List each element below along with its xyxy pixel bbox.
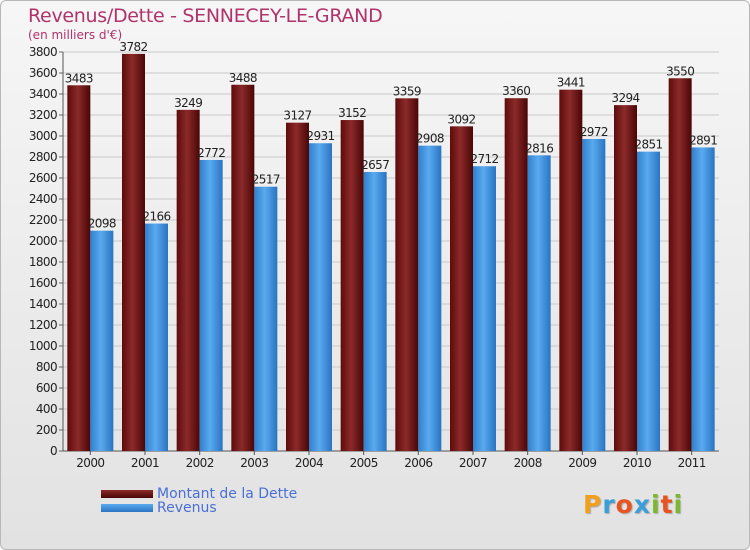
bar-dette-2001 xyxy=(122,53,145,451)
logo-letter: P xyxy=(583,490,603,519)
x-tick-label: 2004 xyxy=(295,456,323,470)
data-label-dette-2002: 3249 xyxy=(174,96,202,110)
y-tick-label: 2600 xyxy=(29,171,57,185)
data-label-revenus-2007: 2712 xyxy=(470,152,498,166)
bar-dette-2009 xyxy=(559,89,583,451)
data-label-dette-2008: 3360 xyxy=(502,84,530,98)
data-label-dette-2000: 3483 xyxy=(65,71,93,85)
x-tick-label: 2007 xyxy=(459,456,487,470)
data-label-revenus-2003: 2517 xyxy=(252,173,280,187)
logo-letter: i xyxy=(651,490,661,519)
logo-letter: t xyxy=(660,490,674,519)
legend-label-revenus: Revenus xyxy=(157,500,217,516)
bar-dette-2005 xyxy=(340,120,364,451)
x-tick-label: 2006 xyxy=(404,456,432,470)
bar-revenus-2004 xyxy=(309,143,332,451)
bar-dette-2000 xyxy=(67,85,91,451)
bar-dette-2011 xyxy=(668,78,692,451)
data-label-dette-2011: 3550 xyxy=(666,64,694,78)
chart-subtitle: (en milliers d'€) xyxy=(28,28,123,42)
bar-dette-2003 xyxy=(231,84,255,451)
y-tick-label: 1000 xyxy=(29,339,57,353)
bar-revenus-2006 xyxy=(418,145,442,451)
bar-revenus-2008 xyxy=(527,155,551,451)
logo-letter: x xyxy=(633,490,651,519)
bar-revenus-2001 xyxy=(145,223,168,451)
bar-dette-2004 xyxy=(286,122,309,451)
bar-revenus-2002 xyxy=(199,159,223,451)
logo-letter: o xyxy=(615,490,634,519)
bar-revenus-2000 xyxy=(90,230,114,451)
data-label-revenus-2005: 2657 xyxy=(361,158,389,172)
bar-revenus-2003 xyxy=(254,186,278,451)
data-label-revenus-2006: 2908 xyxy=(416,132,444,146)
data-label-dette-2005: 3152 xyxy=(338,106,366,120)
chart-title: Revenus/Dette - SENNECEY-LE-GRAND xyxy=(28,5,383,27)
x-tick-label: 2008 xyxy=(514,456,542,470)
data-label-revenus-2010: 2851 xyxy=(634,138,662,152)
bar-dette-2007 xyxy=(450,126,473,451)
bar-revenus-2005 xyxy=(363,172,387,451)
logo-letter: r xyxy=(602,490,616,519)
data-label-dette-2004: 3127 xyxy=(283,109,311,123)
x-tick-label: 2009 xyxy=(568,456,596,470)
legend-swatch-revenus xyxy=(101,504,153,512)
y-tick-label: 3200 xyxy=(29,108,57,122)
x-tick-label: 2001 xyxy=(131,456,159,470)
y-tick-label: 2200 xyxy=(29,213,57,227)
data-label-dette-2001: 3782 xyxy=(119,40,147,54)
x-tick-label: 2003 xyxy=(240,456,268,470)
y-tick-label: 3400 xyxy=(29,87,57,101)
data-label-revenus-2002: 2772 xyxy=(197,146,225,160)
data-label-revenus-2008: 2816 xyxy=(525,141,553,155)
data-label-dette-2007: 3092 xyxy=(447,112,475,126)
bar-dette-2008 xyxy=(504,98,528,451)
bar-revenus-2010 xyxy=(637,151,660,451)
y-tick-label: 1400 xyxy=(29,297,57,311)
x-tick-label: 2000 xyxy=(76,456,104,470)
x-tick-label: 2011 xyxy=(678,456,706,470)
y-tick-label: 2400 xyxy=(29,192,57,206)
data-label-dette-2010: 3294 xyxy=(611,91,639,105)
data-label-dette-2009: 3441 xyxy=(557,76,585,90)
y-tick-label: 1600 xyxy=(29,276,57,290)
bar-revenus-2009 xyxy=(582,138,606,451)
data-label-dette-2003: 3488 xyxy=(229,71,257,85)
data-label-revenus-2000: 2098 xyxy=(88,217,116,231)
bar-dette-2006 xyxy=(395,98,419,452)
data-label-revenus-2004: 2931 xyxy=(306,129,334,143)
y-tick-label: 0 xyxy=(50,444,57,458)
y-tick-label: 1800 xyxy=(29,255,57,269)
y-tick-label: 3600 xyxy=(29,66,57,80)
x-tick-label: 2002 xyxy=(186,456,214,470)
legend-swatch-dette xyxy=(101,490,153,498)
y-tick-label: 3800 xyxy=(29,45,57,59)
x-tick-label: 2010 xyxy=(623,456,651,470)
x-tick-label: 2005 xyxy=(350,456,378,470)
legend-label-dette: Montant de la Dette xyxy=(157,486,298,502)
y-tick-label: 2000 xyxy=(29,234,57,248)
legend-item-dette: Montant de la Dette xyxy=(101,486,298,502)
y-tick-label: 1200 xyxy=(29,318,57,332)
data-label-dette-2006: 3359 xyxy=(393,84,421,98)
data-label-revenus-2001: 2166 xyxy=(142,210,170,224)
y-tick-label: 2800 xyxy=(29,150,57,164)
y-tick-label: 400 xyxy=(36,402,57,416)
bar-revenus-2011 xyxy=(691,147,715,451)
data-label-revenus-2009: 2972 xyxy=(580,125,608,139)
y-tick-label: 800 xyxy=(36,360,57,374)
y-tick-label: 3000 xyxy=(29,129,57,143)
y-tick-label: 600 xyxy=(36,381,57,395)
data-label-revenus-2011: 2891 xyxy=(689,133,717,147)
bar-dette-2002 xyxy=(176,109,200,451)
legend: Montant de la Dette Revenus xyxy=(101,486,298,516)
bar-dette-2010 xyxy=(614,105,637,451)
legend-item-revenus: Revenus xyxy=(101,500,297,516)
bar-revenus-2007 xyxy=(473,166,496,452)
logo-letter: i xyxy=(673,490,684,519)
y-tick-label: 200 xyxy=(36,423,57,437)
proxiti-logo: Proxiti xyxy=(583,490,683,519)
